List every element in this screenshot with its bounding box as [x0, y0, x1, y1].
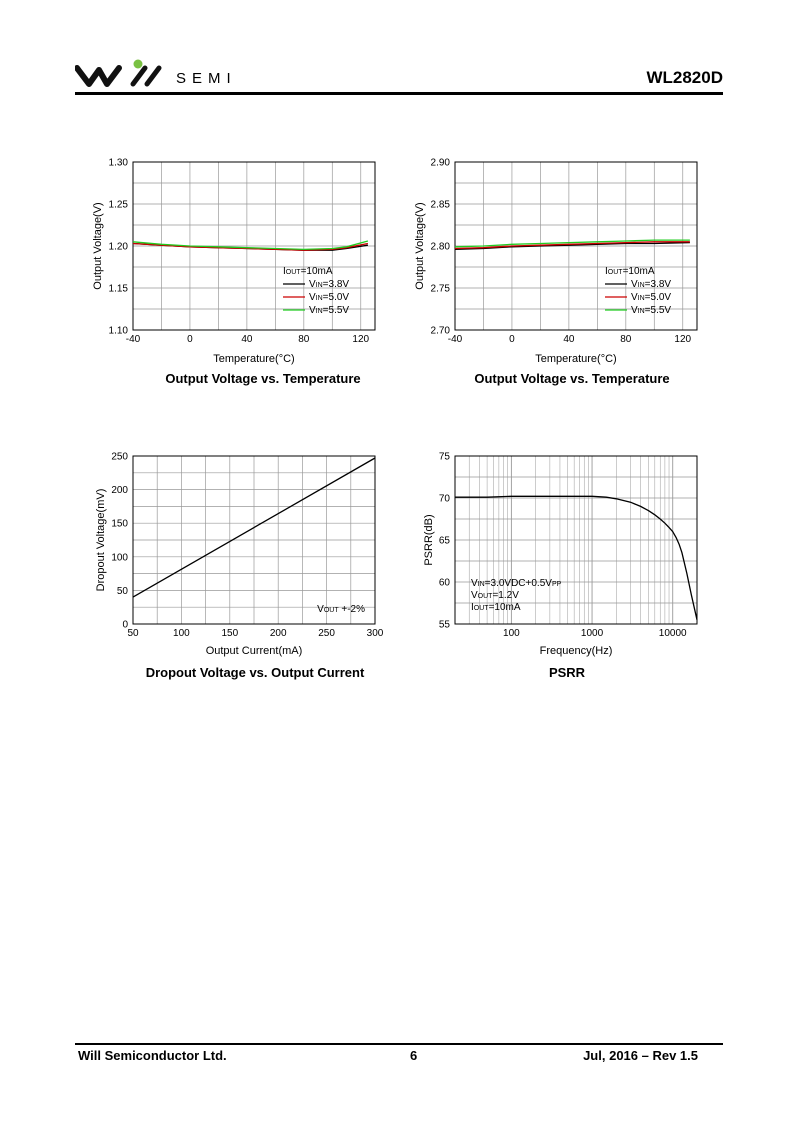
y-tick-label: 2.90: [431, 158, 451, 169]
y-tick-label: 2.70: [431, 326, 451, 337]
legend: IOUT=10mA VIN=3.8V VIN=5.0V VIN=5.5V: [283, 266, 349, 316]
company-logo: [75, 59, 162, 87]
y-tick-label: 1.25: [109, 200, 129, 211]
chart-title: Dropout Voltage vs. Output Current: [146, 665, 365, 680]
plot-area: -40 0 40 80 120 2.70 2.75 2.80 2.85 2.90 IOUT=10mA…: [431, 158, 698, 345]
y-tick-label: 55: [439, 620, 451, 631]
legend-label: VIN=3.8V: [309, 279, 349, 290]
x-axis-label: Frequency(Hz): [540, 645, 613, 657]
y-tick-label: 0: [122, 620, 128, 631]
part-number: WL2820D: [646, 68, 723, 87]
footer-page-number: 6: [410, 1048, 418, 1063]
grid: [455, 456, 697, 624]
x-tick-label: 10000: [659, 628, 687, 639]
legend-label: VIN=5.0V: [309, 292, 349, 303]
y-axis-label: PSRR(dB): [423, 514, 435, 565]
series-line: [132, 242, 369, 251]
x-tick-label: 200: [270, 628, 287, 639]
x-tick-label: 100: [503, 628, 520, 639]
y-tick-label: 2.80: [431, 242, 451, 253]
footer-company: Will Semiconductor Ltd.: [78, 1048, 227, 1063]
y-tick-label: 60: [439, 578, 451, 589]
legend: VOUT +-2%: [317, 604, 365, 615]
legend-label: VOUT=1.2V: [471, 590, 519, 601]
series-line: [132, 240, 369, 251]
x-tick-label: -40: [448, 334, 463, 345]
y-tick-label: 100: [111, 552, 128, 563]
series-line: [454, 241, 690, 250]
plot-frame: [132, 455, 376, 625]
legend: IOUT=10mA VIN=3.8V VIN=5.0V VIN=5.5V: [605, 266, 671, 316]
footer-rule: [75, 1043, 723, 1045]
x-tick-label: 1000: [581, 628, 604, 639]
chart-output-voltage-temp-1v2: -40 0 40 80 120 1.10 1.15 1.20 1.25 1.30 IOUT=10mA…: [92, 158, 376, 386]
legend-label: VIN=5.0V: [631, 292, 671, 303]
legend-header: VOUT +-2%: [317, 604, 365, 615]
legend-header: IOUT=10mA: [283, 266, 333, 277]
header-rule: [75, 92, 723, 95]
plot-frame: [454, 161, 698, 331]
brand-text: SEMI: [176, 70, 237, 87]
x-tick-label: 80: [298, 334, 310, 345]
plot-area: -40 0 40 80 120 1.10 1.15 1.20 1.25 1.30 IOUT=10mA…: [109, 158, 376, 345]
x-tick-label: 0: [509, 334, 515, 345]
legend-label: VIN=5.5V: [631, 305, 671, 316]
x-tick-label: 40: [563, 334, 575, 345]
plot-area: 100 1000 10000 55 60 65 70 75 VIN=3.0VDC+0.5VPPV…: [439, 452, 698, 639]
x-axis-label: Temperature(°C): [535, 353, 616, 365]
y-tick-label: 70: [439, 494, 451, 505]
x-tick-label: 120: [674, 334, 691, 345]
series-line: [132, 457, 376, 598]
page-header: SEMI WL2820D: [75, 58, 723, 94]
legend-label: VIN=5.5V: [309, 305, 349, 316]
y-tick-label: 75: [439, 452, 451, 463]
y-tick-label: 2.85: [431, 200, 451, 211]
y-tick-label: 1.30: [109, 158, 129, 169]
series-line: [455, 495, 698, 620]
chart-title: PSRR: [549, 665, 586, 680]
y-tick-label: 1.15: [109, 284, 129, 295]
x-tick-label: 100: [173, 628, 190, 639]
y-tick-label: 2.75: [431, 284, 451, 295]
x-axis-label: Output Current(mA): [206, 645, 303, 657]
x-tick-label: 250: [318, 628, 335, 639]
y-axis-label: Output Voltage(V): [414, 202, 426, 289]
x-tick-label: 120: [352, 334, 369, 345]
y-tick-label: 150: [111, 519, 128, 530]
footer-revision: Jul, 2016 – Rev 1.5: [583, 1048, 698, 1063]
y-axis-label: Output Voltage(V): [92, 202, 104, 289]
x-tick-label: 40: [241, 334, 253, 345]
y-tick-label: 200: [111, 485, 128, 496]
x-axis-label: Temperature(°C): [213, 353, 294, 365]
y-tick-label: 1.20: [109, 242, 129, 253]
chart-output-voltage-temp-2v8: -40 0 40 80 120 2.70 2.75 2.80 2.85 2.90 IOUT=10mA…: [414, 158, 698, 386]
legend-header: IOUT=10mA: [605, 266, 655, 277]
x-tick-label: 0: [187, 334, 193, 345]
series-line: [454, 239, 690, 248]
series-line: [454, 241, 690, 251]
plot-frame: [454, 455, 698, 625]
chart-title: Output Voltage vs. Temperature: [165, 371, 360, 386]
chart-psrr: 100 1000 10000 55 60 65 70 75 VIN=3.0VDC+0.5VPPV…: [423, 452, 698, 680]
y-axis-label: Dropout Voltage(mV): [95, 489, 107, 592]
chart-title: Output Voltage vs. Temperature: [474, 371, 669, 386]
grid: [133, 456, 375, 624]
x-tick-label: 80: [620, 334, 632, 345]
legend-label: VIN=3.8V: [631, 279, 671, 290]
y-tick-label: 65: [439, 536, 451, 547]
y-tick-label: 1.10: [109, 326, 129, 337]
x-tick-label: 50: [127, 628, 139, 639]
x-tick-label: 150: [221, 628, 238, 639]
y-tick-label: 250: [111, 452, 128, 463]
y-tick-label: 50: [117, 586, 129, 597]
plot-frame: [132, 161, 376, 331]
legend-label: IOUT=10mA: [471, 602, 521, 613]
x-tick-label: -40: [126, 334, 141, 345]
legend-label: VIN=3.0VDC+0.5VPP: [471, 578, 562, 589]
x-tick-label: 300: [367, 628, 384, 639]
